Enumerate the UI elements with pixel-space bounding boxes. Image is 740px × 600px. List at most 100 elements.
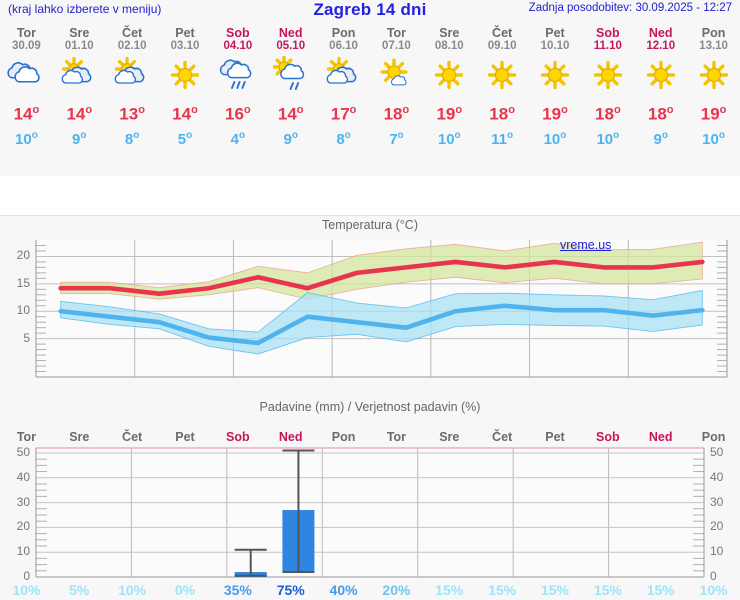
min-temp-value: 10 bbox=[437, 130, 455, 148]
precipitation-day-label: Pon bbox=[701, 430, 726, 444]
degree-symbol: o bbox=[661, 129, 668, 141]
max-temp-value: 17 bbox=[330, 104, 350, 124]
max-temperature: 14o bbox=[264, 99, 317, 126]
precipitation-day-label: Čet bbox=[122, 430, 143, 444]
temperature-plot bbox=[35, 240, 728, 378]
daily-forecast-strip: Tor 30.09 14o 10o Sre 01.10 14o 9o Čet 02.10 13o 8o… bbox=[0, 26, 740, 174]
day-name: Tor bbox=[16, 26, 37, 40]
day-column[interactable]: Čet 02.10 13o 8o bbox=[106, 26, 159, 150]
partly-sunny-icon bbox=[317, 55, 370, 95]
precipitation-probability: 35% bbox=[223, 582, 252, 598]
degree-symbol: o bbox=[80, 129, 87, 141]
temperature-y-tick: 5 bbox=[23, 330, 30, 345]
partly-sunny-icon bbox=[53, 55, 106, 95]
degree-symbol: o bbox=[455, 104, 463, 116]
precipitation-probability: 0% bbox=[174, 582, 196, 598]
day-column[interactable]: Ned 12.10 18o 9o bbox=[634, 26, 687, 150]
degree-symbol: o bbox=[666, 104, 674, 116]
degree-symbol: o bbox=[507, 129, 514, 141]
temperature-y-tick: 10 bbox=[16, 303, 30, 318]
day-column[interactable]: Pon 13.10 19o 10o bbox=[687, 26, 740, 150]
day-date: 01.10 bbox=[64, 40, 94, 52]
day-name: Pon bbox=[331, 26, 356, 40]
sunny-icon bbox=[687, 55, 740, 95]
watermark-link[interactable]: vreme.us bbox=[560, 238, 612, 252]
max-temp-value: 19 bbox=[700, 104, 720, 124]
degree-symbol: o bbox=[397, 129, 404, 141]
day-column[interactable]: Sre 08.10 19o 10o bbox=[423, 26, 476, 150]
min-temperature: 10o bbox=[529, 126, 582, 150]
precipitation-probability: 40% bbox=[329, 582, 358, 598]
precipitation-day-label: Čet bbox=[492, 430, 513, 444]
min-temperature: 10o bbox=[581, 126, 634, 150]
precipitation-y-tick-right: 20 bbox=[710, 519, 724, 534]
day-column[interactable]: Tor 07.10 18o 7o bbox=[370, 26, 423, 150]
min-temperature: 7o bbox=[370, 126, 423, 150]
day-column[interactable]: Ned 05.10 14o 9o bbox=[264, 26, 317, 150]
degree-symbol: o bbox=[454, 129, 461, 141]
partly-sunny-icon bbox=[106, 55, 159, 95]
min-temperature: 9o bbox=[264, 126, 317, 150]
day-column[interactable]: Čet 09.10 18o 11o bbox=[476, 26, 529, 150]
min-temp-value: 7 bbox=[389, 130, 398, 148]
min-temperature: 10o bbox=[0, 126, 53, 150]
max-temp-value: 19 bbox=[542, 104, 562, 124]
cloudy-icon bbox=[0, 55, 53, 95]
day-name: Sre bbox=[69, 26, 90, 40]
day-date: 11.10 bbox=[593, 40, 622, 52]
day-name: Pon bbox=[701, 26, 726, 40]
sunny-icon bbox=[476, 55, 529, 95]
day-column[interactable]: Sob 04.10 16o 4o bbox=[211, 26, 264, 150]
day-column[interactable]: Pon 06.10 17o 8o bbox=[317, 26, 370, 150]
min-temp-value: 9 bbox=[653, 130, 662, 148]
max-temp-value: 16 bbox=[225, 104, 244, 124]
degree-symbol: o bbox=[296, 104, 304, 116]
max-temperature: 18o bbox=[581, 99, 634, 126]
degree-symbol: o bbox=[291, 129, 298, 141]
last-update-label: Zadnja posodobitev: 30.09.2025 - 12:27 bbox=[528, 2, 732, 14]
day-column[interactable]: Sob 11.10 18o 10o bbox=[581, 26, 634, 150]
degree-symbol: o bbox=[32, 104, 40, 116]
degree-symbol: o bbox=[133, 129, 140, 141]
precipitation-day-label: Ned bbox=[648, 430, 673, 444]
degree-symbol: o bbox=[85, 104, 93, 116]
day-name: Pet bbox=[175, 26, 195, 40]
max-temperature: 17o bbox=[317, 99, 370, 126]
precipitation-chart: Padavine (mm) / Verjetnost padavin (%) 0… bbox=[0, 400, 740, 600]
day-name: Pet bbox=[545, 26, 565, 40]
precipitation-day-label: Sre bbox=[439, 430, 460, 444]
max-temperature: 19o bbox=[529, 99, 582, 126]
day-column[interactable]: Tor 30.09 14o 10o bbox=[0, 26, 53, 150]
degree-symbol: o bbox=[561, 104, 568, 116]
max-temp-value: 18 bbox=[595, 104, 614, 124]
precipitation-y-tick-right: 40 bbox=[710, 469, 724, 484]
precipitation-y-tick-left: 30 bbox=[16, 494, 30, 509]
min-temperature: 11o bbox=[476, 126, 529, 150]
day-column[interactable]: Pet 03.10 14o 5o bbox=[159, 26, 212, 150]
precipitation-day-label: Sob bbox=[596, 430, 620, 444]
day-column[interactable]: Sre 01.10 14o 9o bbox=[53, 26, 106, 150]
precipitation-chart-title: Padavine (mm) / Verjetnost padavin (%) bbox=[259, 400, 481, 414]
sunny-icon bbox=[634, 55, 687, 95]
min-temp-value: 10 bbox=[543, 130, 561, 148]
section-separator bbox=[0, 176, 740, 216]
day-column[interactable]: Pet 10.10 19o 10o bbox=[529, 26, 582, 150]
page-title: Zagreb 14 dni bbox=[313, 0, 427, 19]
max-temp-value: 18 bbox=[647, 104, 667, 124]
min-temperature: 8o bbox=[106, 126, 159, 150]
max-temperature: 16o bbox=[211, 99, 264, 126]
degree-symbol: o bbox=[31, 129, 38, 141]
min-temp-value: 5 bbox=[177, 130, 187, 148]
precipitation-probability: 15% bbox=[435, 582, 464, 598]
day-date: 13.10 bbox=[699, 40, 728, 52]
precipitation-day-label: Tor bbox=[386, 430, 407, 444]
day-date: 09.10 bbox=[487, 40, 517, 52]
sunny-icon bbox=[581, 55, 634, 95]
precipitation-probability: 5% bbox=[69, 582, 90, 598]
min-temp-value: 4 bbox=[230, 130, 239, 148]
min-temp-value: 8 bbox=[336, 130, 345, 148]
degree-symbol: o bbox=[718, 129, 725, 141]
max-temperature: 18o bbox=[476, 99, 529, 126]
day-name: Čet bbox=[122, 26, 143, 40]
day-name: Sre bbox=[439, 26, 460, 40]
